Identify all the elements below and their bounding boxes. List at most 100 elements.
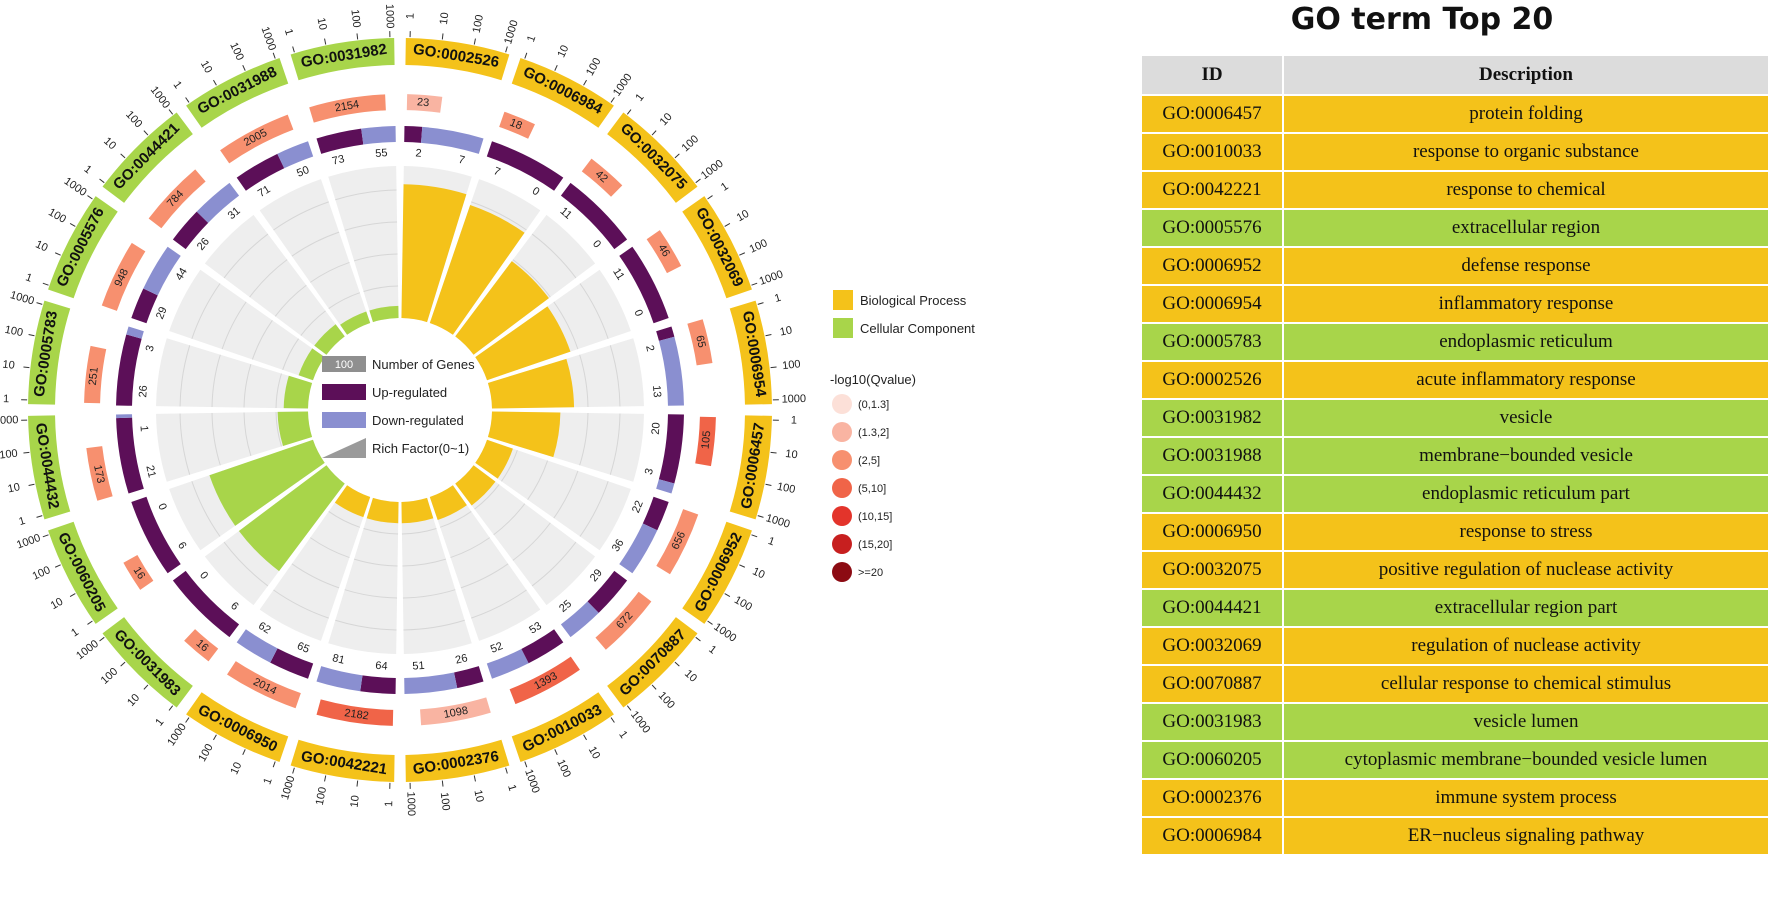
axis-tick xyxy=(554,64,558,71)
axis-tick xyxy=(168,705,174,711)
gene-count-label: 46 xyxy=(655,242,672,259)
down-count-label: 13 xyxy=(650,385,663,398)
qvalue-bin-label: (2,5] xyxy=(858,455,880,467)
term-id-band xyxy=(290,38,395,81)
term-id-band xyxy=(48,196,118,299)
axis-tick xyxy=(707,620,713,625)
axis-tick-label: 1000 xyxy=(781,393,806,406)
down-count-label: 81 xyxy=(331,652,346,667)
rich-gridline xyxy=(291,563,340,589)
axis-tick xyxy=(54,564,61,568)
down-regulated-bar xyxy=(619,523,658,574)
up-regulated-bar xyxy=(316,128,364,154)
axis-tick xyxy=(770,451,777,454)
axis-tick-label: 100 xyxy=(0,448,18,462)
rich-gridline xyxy=(553,470,579,519)
row-id: GO:0006950 xyxy=(1140,512,1284,552)
rich-gridline xyxy=(401,528,437,535)
axis-tick-label: 1000 xyxy=(0,414,19,427)
row-id: GO:0060205 xyxy=(1140,740,1284,780)
up-regulated-bar xyxy=(172,211,209,250)
down-count-label: 0 xyxy=(631,308,644,318)
gene-count-bar xyxy=(148,169,206,229)
up-regulated-bar xyxy=(486,141,564,191)
up-count-label: 26 xyxy=(137,385,150,398)
down-count-label: 55 xyxy=(375,147,388,160)
rich-factor-bar xyxy=(369,305,399,323)
up-regulated-bar xyxy=(270,648,314,679)
rich-factor-bar xyxy=(401,184,467,323)
axis-tick-label: 100 xyxy=(227,41,246,63)
rich-gridline xyxy=(223,233,269,279)
axis-tick xyxy=(242,749,246,756)
axis-tick-label: 1000 xyxy=(758,268,785,288)
up-regulated-bar xyxy=(656,326,675,341)
gene-count-label: 1098 xyxy=(443,705,469,721)
rich-factor-background xyxy=(259,485,371,641)
rich-gridline xyxy=(274,284,307,317)
gene-count-bar xyxy=(646,230,682,274)
axis-tick xyxy=(695,636,701,642)
gene-count-bar xyxy=(509,656,580,705)
gene-count-label: 2182 xyxy=(344,707,370,722)
axis-tick-label: 1 xyxy=(616,729,629,741)
term-id-band xyxy=(729,300,772,405)
term-id-label: GO:0032075 xyxy=(617,120,690,193)
rich-gridline xyxy=(609,345,621,407)
up-count-label: 29 xyxy=(154,305,170,321)
rich-gridline xyxy=(471,201,527,231)
axis-tick-label: 1000 xyxy=(279,774,297,801)
gene-count-bar xyxy=(656,509,699,575)
rich-gridline xyxy=(512,522,551,561)
axis-tick-label: 10 xyxy=(315,17,329,31)
axis-tick xyxy=(23,451,30,454)
rich-gridline xyxy=(609,413,621,475)
rich-gridline xyxy=(403,619,465,631)
id-column-header: ID xyxy=(1140,54,1284,96)
category-swatch xyxy=(833,318,853,338)
axis-tick-label: 100 xyxy=(4,324,24,339)
term-id-band xyxy=(290,739,395,782)
gene-count-label: 18 xyxy=(508,117,524,133)
rich-factor-bar xyxy=(455,261,549,355)
axis-tick xyxy=(292,767,295,774)
up-regulated-bar xyxy=(172,570,240,638)
rich-factor-bar xyxy=(314,324,345,355)
axis-tick xyxy=(87,620,93,625)
rich-gridline xyxy=(221,301,247,350)
qvalue-bin-label: (15,20] xyxy=(858,539,892,551)
rich-gridline xyxy=(300,310,326,336)
rich-gridline xyxy=(310,537,350,559)
rich-gridline xyxy=(493,503,526,536)
row-id: GO:0006952 xyxy=(1140,246,1284,286)
rich-gridline xyxy=(310,261,350,283)
axis-tick xyxy=(524,52,528,59)
row-description: acute inflammatory response xyxy=(1282,360,1770,400)
rich-factor-background xyxy=(429,485,541,641)
rich-factor-background xyxy=(328,497,399,654)
rich-gridline xyxy=(501,450,518,482)
axis-tick xyxy=(473,775,476,782)
rich-factor-bar xyxy=(429,485,467,521)
row-description: endoplasmic reticulum xyxy=(1282,322,1770,362)
axis-tick-label: 10 xyxy=(349,795,362,809)
rich-gridline xyxy=(579,481,609,537)
axis-tick xyxy=(751,534,758,538)
down-count-label: 7 xyxy=(457,154,466,167)
axis-tick xyxy=(765,483,772,486)
up-regulated-bar xyxy=(116,417,144,494)
rich-gridline xyxy=(531,233,577,279)
axis-tick-label: 1000 xyxy=(15,532,42,552)
rich-gridline xyxy=(179,345,191,407)
axis-tick-label: 100 xyxy=(656,690,677,712)
axis-tick xyxy=(583,734,587,741)
down-regulated-bar xyxy=(656,479,675,494)
down-count-label: 1 xyxy=(138,425,150,432)
axis-tick xyxy=(356,780,359,787)
term-id-band xyxy=(511,58,614,128)
